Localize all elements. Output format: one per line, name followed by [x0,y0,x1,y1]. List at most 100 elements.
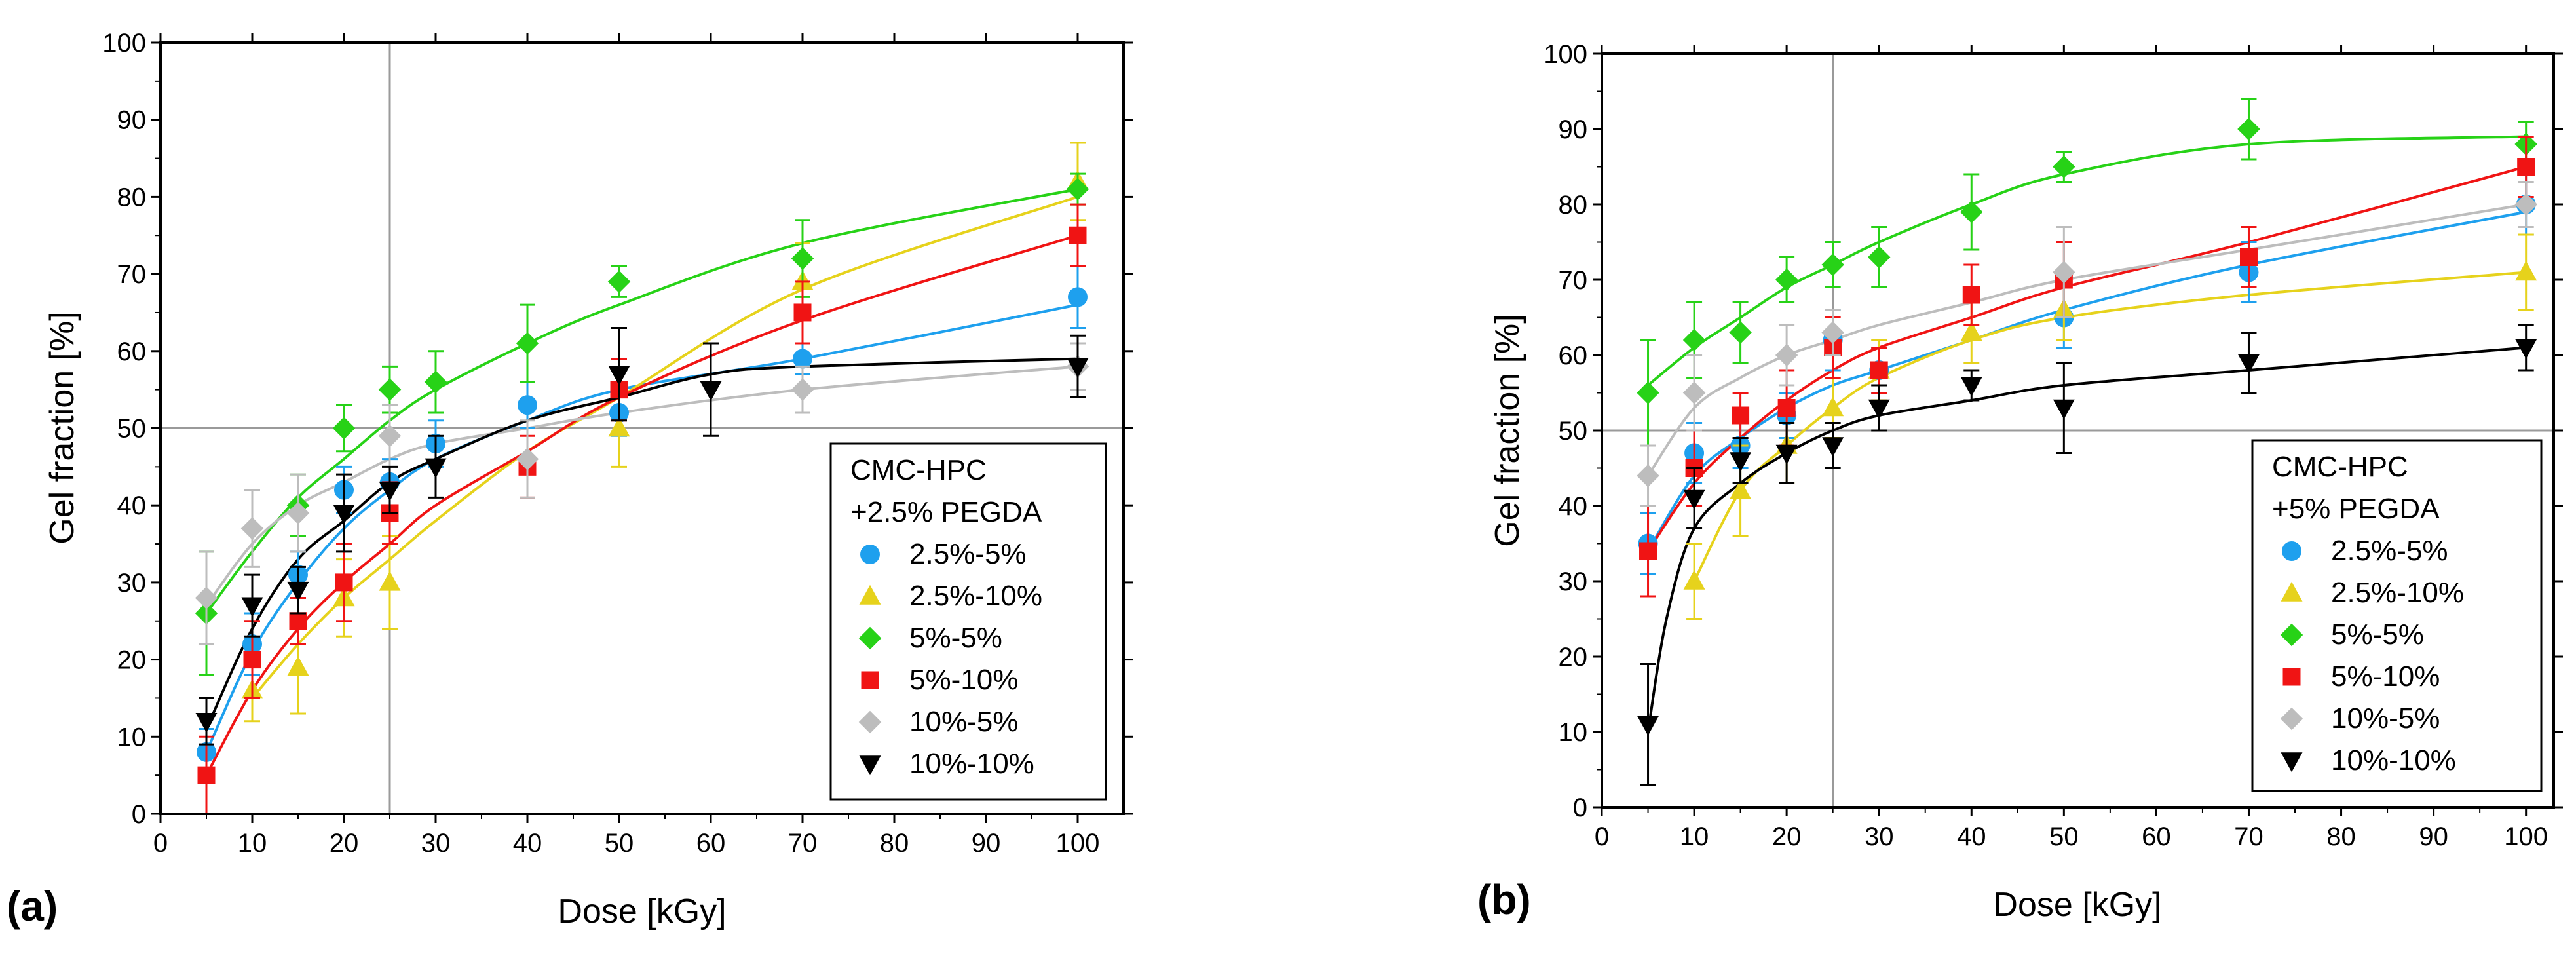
y-tick-label: 30 [117,569,147,598]
x-tick-label: 90 [2419,822,2448,851]
y-tick-label: 0 [132,800,146,829]
data-point [1682,381,1706,404]
panel-label: (a) [7,883,58,930]
data-point [425,458,447,478]
data-point [379,481,401,501]
data-point [289,612,307,630]
data-point [1822,437,1844,457]
data-point [1637,464,1659,488]
data-point [1777,399,1796,417]
data-point [2053,399,2075,419]
data-point [608,417,630,437]
y-tick-label: 10 [117,723,147,752]
data-point [516,332,539,355]
y-tick-label: 70 [1559,266,1588,295]
y-tick-label: 40 [117,491,147,520]
x-tick-label: 80 [2326,822,2356,851]
y-tick-label: 0 [1573,793,1587,822]
y-tick-label: 80 [117,183,147,212]
x-tick-label: 60 [696,829,726,858]
legend-marker [2280,623,2303,647]
legend-entry: 10%-10% [2331,744,2456,776]
x-tick-label: 90 [972,829,1001,858]
x-tick-label: 30 [1865,822,1894,851]
x-tick-label: 20 [330,829,359,858]
data-point [791,247,814,270]
x-tick-label: 70 [2234,822,2263,851]
y-tick-label: 80 [1559,191,1588,220]
x-tick-label: 30 [421,829,451,858]
data-point [379,571,401,591]
data-point [1775,343,1798,367]
legend-box [2251,439,2543,792]
y-tick-label: 90 [117,106,147,135]
data-point [1775,444,1798,465]
legend-marker [2280,707,2303,731]
data-point [424,370,447,394]
data-point [2515,261,2537,281]
y-tick-label: 60 [1559,341,1588,370]
legend-entry: 5%-10% [909,664,1018,696]
x-tick-label: 50 [2049,822,2079,851]
data-point [1067,358,1089,378]
y-tick-label: 70 [117,260,147,289]
data-point [378,425,402,448]
x-tick-label: 70 [788,829,818,858]
data-point [2053,155,2075,178]
data-point [287,581,309,602]
x-tick-label: 100 [2504,822,2548,851]
legend-marker [861,671,879,689]
data-point [700,381,722,401]
data-point [2237,354,2260,374]
data-point [1069,226,1087,244]
data-point [1821,321,1844,344]
y-tick-label: 40 [1559,492,1588,521]
data-point [241,597,263,617]
data-point [2237,117,2260,141]
data-point [1682,328,1706,352]
data-point [333,505,355,525]
data-point [608,366,630,386]
panel-label: (b) [1477,876,1531,923]
data-point [607,270,631,294]
legend-marker [2281,752,2303,773]
plot-frame [1601,52,2555,809]
data-series [1637,181,2537,507]
fit-curve [1647,135,2526,387]
data-point [1683,569,1705,590]
legend-marker [2282,668,2301,686]
data-point [1867,246,1891,269]
data-series [1637,324,2537,786]
data-point [1068,287,1088,307]
chart-panel-b: 0 10 20 30 40 50 60 70 80 90 100 0 10 20 30 40 50 60 70 80 9… [1477,40,2563,924]
y-tick-label: 30 [1559,567,1588,596]
data-point [1822,396,1844,417]
data-point [1730,452,1752,472]
data-point [1870,361,1888,379]
legend-entry: 5%-10% [2331,660,2440,693]
y-tick-label: 20 [117,646,147,675]
x-tick-label: 10 [1680,822,1709,851]
data-series [195,342,1089,645]
x-tick-label: 0 [153,829,168,858]
data-point [2514,193,2537,216]
y-tick-label: 20 [1559,643,1588,672]
x-tick-label: 50 [605,829,634,858]
data-point [287,656,309,676]
chart-panel-a: 0 10 20 30 40 50 60 70 80 90 100 0 10 20 30 40 50 60 70 80 9… [7,29,1133,930]
data-point [1729,321,1752,344]
legend-marker [2281,581,2303,602]
data-point [516,448,539,470]
legend-title: CMC-HPC [850,454,987,486]
data-point [793,303,812,322]
legend-box [829,442,1107,801]
legend-entry: 5%-5% [909,622,1002,654]
data-point [1730,479,1752,499]
legend-marker [859,584,881,605]
y-tick-label: 50 [117,415,147,444]
data-point [518,395,537,415]
x-axis-title: Dose [kGy] [1993,886,2161,924]
x-tick-label: 10 [238,829,267,858]
legend-marker [858,626,882,650]
x-tick-label: 80 [880,829,909,858]
